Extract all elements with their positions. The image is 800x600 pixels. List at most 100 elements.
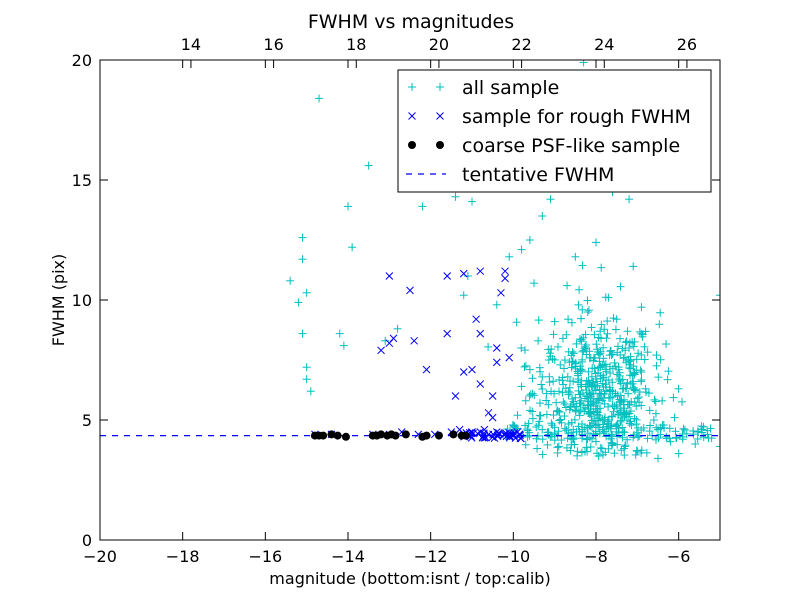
rough-fwhm-point-b: [397, 428, 406, 436]
all-sample-point: [588, 397, 597, 406]
all-sample-point: [593, 405, 602, 414]
series-rough-fwhm: [311, 267, 525, 443]
all-sample-point: [562, 426, 571, 435]
all-sample-point: [631, 450, 640, 459]
all-sample-point: [594, 394, 603, 403]
rough-fwhm-point: [443, 329, 452, 338]
all-sample-point: [595, 423, 604, 432]
all-sample-point: [535, 411, 544, 420]
all-sample-point: [586, 442, 595, 451]
rough-fwhm-point: [443, 272, 452, 280]
all-sample-point: [558, 388, 567, 397]
series-psf-like: [310, 430, 470, 441]
all-sample-point: [618, 433, 627, 442]
all-sample-point: [643, 434, 652, 443]
all-sample-point: [577, 335, 586, 344]
all-sample-point: [581, 403, 590, 412]
all-sample-point: [602, 334, 611, 343]
all-sample-point: [630, 370, 639, 379]
all-sample-point: [629, 342, 638, 351]
all-sample-point: [578, 366, 587, 375]
rough-fwhm-point-b: [422, 365, 431, 374]
all-sample-point: [612, 400, 621, 409]
all-sample-point: [599, 371, 608, 380]
all-sample-point: [625, 363, 634, 372]
rough-fwhm-point: [406, 286, 414, 295]
all-sample-point: [646, 421, 655, 430]
all-sample-point: [614, 375, 623, 384]
rough-fwhm-point-b: [482, 433, 490, 442]
all-sample-point: [671, 427, 680, 436]
all-sample-point: [544, 345, 553, 354]
all-sample-point: [546, 349, 555, 358]
all-sample-point: [549, 377, 558, 386]
all-sample-point: [623, 378, 632, 387]
all-sample-point: [550, 423, 559, 432]
all-sample-point: [656, 308, 665, 317]
all-sample-point: [550, 389, 559, 398]
all-sample-point: [597, 263, 606, 272]
rough-fwhm-point: [505, 353, 514, 362]
rough-fwhm-point: [501, 274, 509, 283]
all-sample-point: [594, 363, 603, 372]
all-sample-point: [612, 422, 621, 431]
all-sample-point: [664, 367, 673, 376]
all-sample-point: [662, 340, 671, 349]
all-sample-point: [534, 421, 543, 430]
all-sample-point: [590, 364, 599, 373]
all-sample-point: [520, 346, 529, 355]
all-sample-point: [568, 357, 577, 366]
all-sample-point: [526, 390, 535, 399]
all-sample-point: [619, 400, 628, 409]
rough-fwhm-point-b: [488, 433, 497, 441]
all-sample-point: [608, 393, 617, 402]
all-sample-point: [521, 440, 530, 449]
legend-marker-dot: [408, 141, 416, 149]
rough-fwhm-point: [385, 272, 394, 280]
all-sample-point: [610, 449, 619, 458]
all-sample-point: [691, 440, 700, 448]
all-sample-point: [602, 367, 611, 376]
all-sample-point: [596, 390, 605, 399]
all-sample-point: [550, 317, 559, 326]
all-sample-point: [575, 411, 584, 420]
all-sample-point: [656, 430, 665, 439]
all-sample-point: [682, 429, 691, 438]
rough-fwhm-point-b: [459, 269, 468, 278]
rough-fwhm-point-b: [459, 368, 468, 376]
rough-fwhm-point-b: [493, 432, 502, 441]
all-sample-point: [600, 415, 609, 424]
all-sample-point: [625, 195, 634, 204]
all-sample-point: [393, 324, 402, 333]
legend-marker-x-b: [408, 112, 416, 120]
all-sample-point: [545, 372, 554, 381]
all-sample-point: [622, 337, 631, 346]
rough-fwhm-point-b: [500, 430, 508, 439]
all-sample-point: [542, 410, 551, 419]
plot-area: [100, 60, 720, 463]
all-sample-point: [606, 346, 615, 355]
all-sample-point: [571, 252, 580, 261]
rough-fwhm-point: [468, 365, 476, 374]
all-sample-point: [550, 355, 559, 364]
all-sample-point: [521, 421, 530, 430]
all-sample-point: [616, 334, 625, 343]
all-sample-point: [697, 422, 706, 431]
top-tick-label: 14: [181, 35, 201, 54]
all-sample-point: [670, 413, 679, 422]
all-sample-point: [584, 306, 593, 315]
all-sample-point: [558, 334, 567, 343]
legend-label: tentative FWHM: [462, 164, 614, 186]
all-sample-point: [548, 354, 557, 363]
all-sample-point: [564, 387, 573, 396]
all-sample-point: [632, 402, 641, 411]
all-sample-point: [645, 406, 654, 415]
all-sample-point: [666, 437, 675, 446]
all-sample-point: [656, 355, 665, 364]
all-sample-point: [542, 396, 551, 405]
rough-fwhm-point: [451, 392, 460, 400]
all-sample-point: [613, 432, 622, 441]
all-sample-point: [626, 407, 635, 416]
all-sample-point: [567, 318, 576, 327]
